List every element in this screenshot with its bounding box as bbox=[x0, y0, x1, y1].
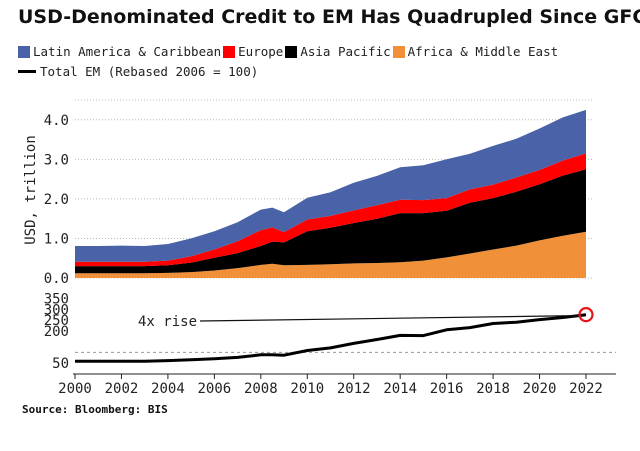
top-y-tick-label: 1.0 bbox=[44, 231, 69, 247]
legend-label-europe: Europe bbox=[238, 44, 284, 59]
total-em-line bbox=[75, 313, 587, 363]
legend-label-africa-middle-east: Africa & Middle East bbox=[407, 44, 559, 59]
x-tick-label: 2010 bbox=[290, 381, 324, 397]
x-axis: 2000 2002 2004 2006 2008 2010 2012 2014 2016 2018… bbox=[58, 373, 616, 397]
chart-title: USD-Denominated Credit to EM Has Quadrup… bbox=[18, 6, 640, 28]
legend-swatch-latin-america bbox=[18, 45, 30, 58]
top-y-tick-label: 3.0 bbox=[44, 152, 69, 168]
legend-item-total-em: Total EM (Rebased 2006 = 100) bbox=[18, 64, 258, 79]
annotation-label: 4x rise bbox=[138, 314, 197, 330]
top-y-axis-label: USD, trillion bbox=[23, 135, 39, 245]
legend-swatch-europe bbox=[223, 45, 236, 58]
top-y-tick-label: 0.0 bbox=[44, 271, 69, 287]
top-panel-y-axis: 0.0 1.0 2.0 3.0 4.0 USD, trillion bbox=[23, 113, 69, 287]
area-africa-middle-east bbox=[75, 231, 586, 278]
bottom-y-tick-label: 200 bbox=[44, 324, 69, 340]
highlight-circle bbox=[578, 307, 594, 323]
legend-label-asia-pacific: Asia Pacific bbox=[300, 44, 391, 59]
x-tick-label: 2016 bbox=[430, 381, 464, 397]
bottom-y-tick-label: 350 bbox=[44, 291, 69, 307]
x-tick-label: 2008 bbox=[244, 381, 278, 397]
x-tick-label: 2014 bbox=[383, 381, 417, 397]
bottom-y-tick-label: 50 bbox=[52, 356, 69, 372]
top-y-tick-label: 4.0 bbox=[44, 113, 69, 129]
x-tick-label: 2018 bbox=[476, 381, 510, 397]
area-latin-america-caribbean bbox=[75, 109, 586, 262]
x-tick-label: 2000 bbox=[58, 381, 92, 397]
legend-swatch-asia-pacific bbox=[285, 45, 298, 58]
legend-item-latin-america: Latin America & Caribbean bbox=[18, 44, 221, 59]
legend-label-latin-america: Latin America & Caribbean bbox=[33, 44, 222, 59]
bottom-y-tick-label: 250 bbox=[44, 313, 69, 329]
x-tick-label: 2020 bbox=[523, 381, 557, 397]
area-asia-pacific bbox=[75, 169, 586, 274]
legend-row-2: Total EM (Rebased 2006 = 100) bbox=[18, 64, 260, 79]
x-tick-label: 2002 bbox=[105, 381, 139, 397]
x-tick-label: 2004 bbox=[151, 381, 185, 397]
x-tick-label: 2012 bbox=[337, 381, 371, 397]
legend-swatch-africa-middle-east bbox=[392, 45, 405, 58]
legend-label-total-em: Total EM (Rebased 2006 = 100) bbox=[40, 64, 259, 79]
annotation-pointer bbox=[199, 315, 579, 322]
bottom-y-tick-label: 300 bbox=[44, 302, 69, 318]
legend-item-africa-middle-east: Africa & Middle East bbox=[392, 44, 559, 59]
x-tick-label: 2006 bbox=[198, 381, 232, 397]
top-y-tick-label: 2.0 bbox=[44, 192, 69, 208]
legend-line-total-em bbox=[18, 70, 36, 73]
legend-row-1: Latin America & Caribbean Europe Asia Pa… bbox=[18, 44, 560, 59]
x-tick-label: 2022 bbox=[569, 381, 603, 397]
source-note: Source: Bloomberg: BIS bbox=[22, 403, 168, 416]
stacked-areas bbox=[75, 109, 586, 278]
legend-item-europe: Europe bbox=[223, 44, 283, 59]
legend-item-asia-pacific: Asia Pacific bbox=[285, 44, 391, 59]
